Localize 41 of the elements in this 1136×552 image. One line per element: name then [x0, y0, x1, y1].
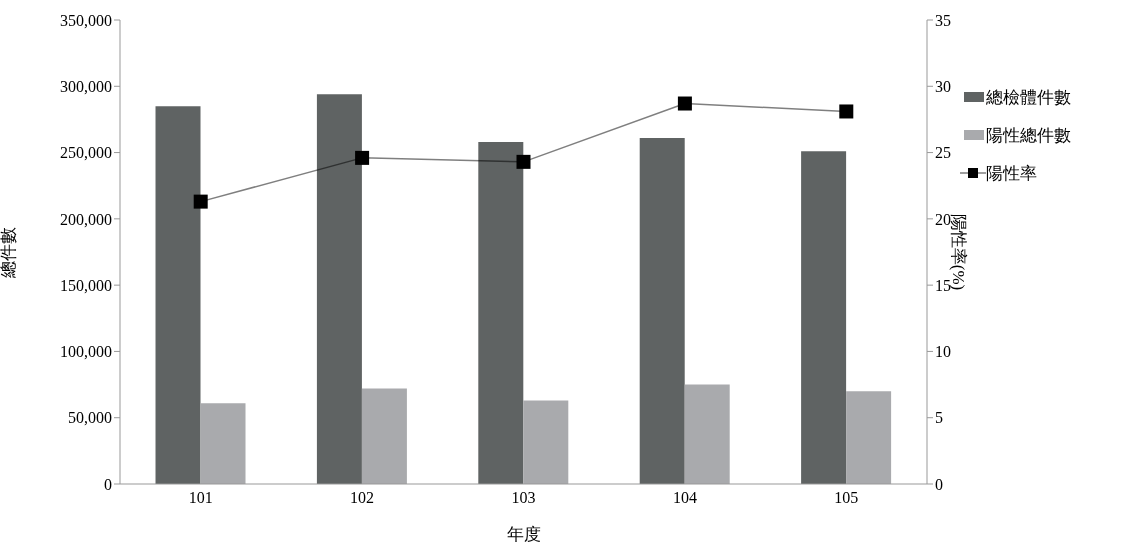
y-tick-label: 100,000: [60, 343, 112, 361]
bar: [801, 151, 847, 484]
y-tick-label: 350,000: [60, 11, 112, 29]
y2-tick-label: 0: [935, 475, 943, 493]
bar: [200, 403, 246, 484]
y2-tick-label: 5: [935, 409, 943, 427]
x-tick-label: 104: [672, 489, 697, 507]
x-tick-label: 103: [511, 489, 536, 507]
point: [839, 104, 854, 119]
bar: [523, 400, 569, 484]
legend-label: 總檢體件數: [986, 86, 1071, 109]
bar: [639, 137, 685, 484]
y2-tick-label: 20: [935, 210, 951, 228]
x-axis-title: 年度: [506, 525, 541, 544]
y-axis-title: 總件數: [0, 226, 19, 279]
y2-tick-label: 25: [935, 144, 951, 162]
y-tick-label: 150,000: [60, 276, 112, 294]
point: [516, 154, 531, 169]
x-tick-label: 105: [834, 489, 859, 507]
bar: [155, 106, 201, 484]
y-tick-label: 300,000: [60, 77, 112, 95]
bar: [684, 384, 730, 484]
x-tick-label: 102: [350, 489, 375, 507]
legend-label: 陽性總件數: [986, 124, 1071, 147]
point: [193, 194, 208, 209]
bar: [361, 388, 407, 484]
y-tick-label: 50,000: [68, 409, 112, 427]
y2-tick-label: 15: [935, 276, 951, 294]
point: [355, 150, 370, 165]
point: [677, 96, 692, 111]
x-tick-label: 101: [188, 489, 213, 507]
y2-tick-label: 10: [935, 343, 951, 361]
bar: [478, 141, 524, 484]
y2-tick-label: 30: [935, 77, 951, 95]
y-tick-label: 0: [104, 475, 112, 493]
y2-tick-label: 35: [935, 11, 951, 29]
legend-label: 陽性率: [986, 162, 1037, 185]
bar: [846, 391, 892, 484]
y-tick-label: 200,000: [60, 210, 112, 228]
bar: [316, 94, 362, 484]
y-tick-label: 250,000: [60, 144, 112, 162]
